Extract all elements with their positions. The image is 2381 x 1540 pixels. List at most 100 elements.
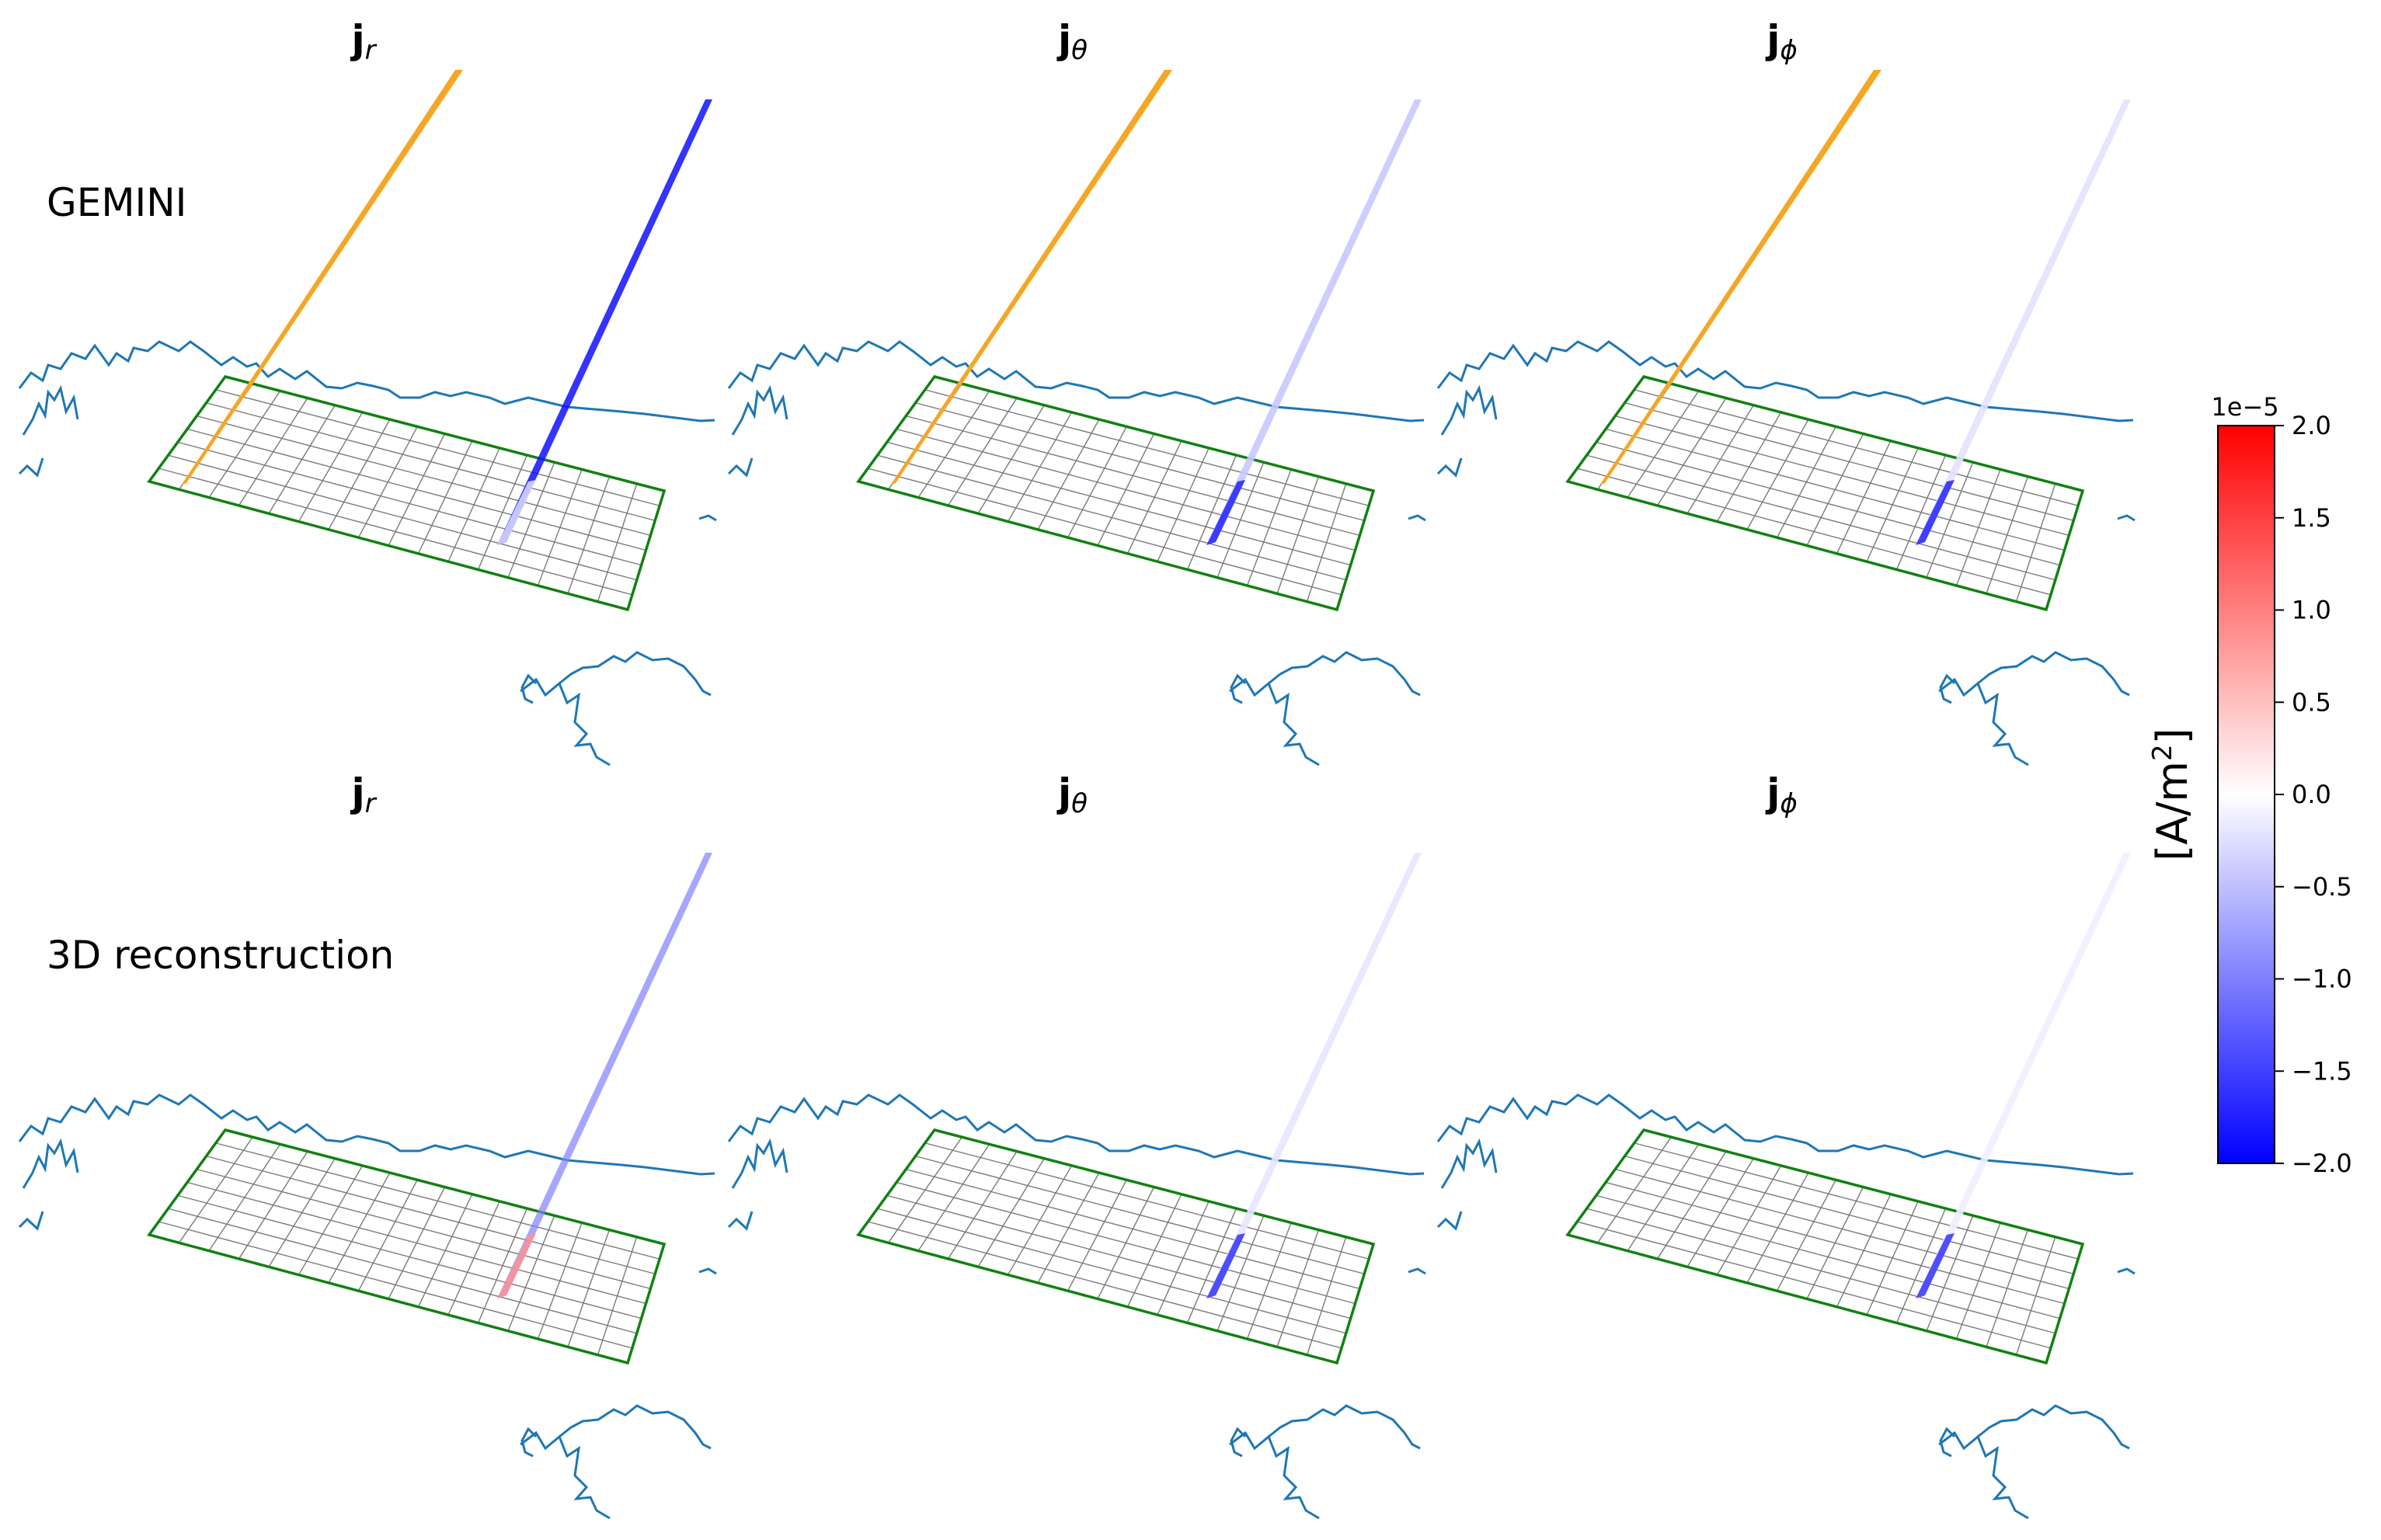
grid-line	[186, 1181, 646, 1305]
grid-line	[1634, 1142, 2079, 1260]
field-line	[890, 70, 1172, 485]
panel-title-jtheta: jθ	[1056, 17, 1088, 66]
coastline	[18, 340, 718, 767]
colorbar-tick-label: 0.0	[2292, 780, 2331, 809]
grid-line	[1605, 1181, 2065, 1305]
title-symbol: j	[1765, 17, 1780, 62]
grid-line	[915, 1156, 1365, 1274]
grid-line	[896, 428, 1356, 551]
current-beam-tail	[1206, 480, 1245, 545]
row-label-3d-reconstruction: 3D reconstruction	[47, 933, 394, 978]
measurement-grid	[147, 375, 667, 612]
grid-line	[1586, 1208, 2056, 1334]
title-subscript: r	[365, 788, 378, 819]
title-symbol: j	[1056, 770, 1071, 815]
grid-outline	[856, 375, 1376, 612]
grid-line	[906, 415, 1360, 537]
current-beam	[497, 99, 712, 545]
current-beam-tail	[1206, 1233, 1245, 1298]
grid-line	[158, 468, 633, 596]
grid-line	[158, 1221, 633, 1349]
grid-line	[1615, 415, 2069, 537]
coastline	[18, 1093, 718, 1520]
panel-gemini-jr: jr	[18, 17, 718, 767]
grid-line	[1596, 441, 2060, 566]
panel-title-jphi: jϕ	[1765, 770, 1798, 819]
grid-line	[1596, 1194, 2060, 1319]
title-symbol: j	[350, 770, 364, 815]
panel-gemini-jphi: jϕ	[1436, 17, 2136, 767]
measurement-grid	[856, 1128, 1376, 1365]
grid-line	[877, 1208, 1346, 1334]
grid-line	[1586, 454, 2056, 581]
grid-line	[1577, 1221, 2052, 1349]
grid-outline	[1565, 375, 2085, 612]
grid-line	[915, 402, 1365, 521]
coastline	[727, 1093, 1427, 1520]
current-beam-tail	[497, 480, 536, 545]
current-beam	[497, 853, 712, 1298]
grid-line	[1624, 402, 2074, 521]
colorbar-exponent: 1e−5	[2211, 392, 2278, 422]
title-subscript: ϕ	[1780, 35, 1797, 66]
grid-line	[886, 1194, 1351, 1319]
grid-line	[924, 1142, 1370, 1260]
grid-line	[186, 428, 646, 551]
current-beam	[1916, 853, 2131, 1298]
colorbar-tick-label: 2.0	[2292, 411, 2331, 440]
colorbar: 1e−5 2.0 1.5 1.0 0.5 0.0 −0.5 −1.0 −1.5 −2.0 [A/…	[2147, 392, 2352, 1178]
colorbar-label-end: ]	[2148, 728, 2197, 744]
grid-line	[197, 1168, 651, 1290]
colorbar-tick-label: −1.5	[2292, 1056, 2352, 1086]
grid-line	[868, 1221, 1342, 1349]
colorbar-tick-label: 0.5	[2292, 687, 2331, 717]
panel-title-jr: jr	[350, 770, 377, 819]
grid-line	[197, 415, 651, 537]
panel-title-jr: jr	[350, 17, 377, 66]
grid-line	[1634, 389, 2079, 506]
field-line	[181, 70, 463, 485]
current-beam-tail	[1916, 1233, 1955, 1298]
grid-line	[215, 389, 660, 506]
current-beam-tail	[1916, 480, 1955, 545]
title-subscript: θ	[1071, 35, 1088, 66]
title-subscript: θ	[1071, 788, 1088, 819]
measurement-grid	[1565, 1128, 2085, 1365]
colorbar-tick-label: −0.5	[2292, 872, 2352, 902]
grid-line	[206, 402, 656, 521]
current-beam	[1206, 99, 1422, 545]
colorbar-ticks: 2.0 1.5 1.0 0.5 0.0 −0.5 −1.0 −1.5 −2.0	[2275, 411, 2352, 1178]
grid-line	[906, 1168, 1360, 1290]
colorbar-tick-label: −1.0	[2292, 965, 2352, 994]
title-subscript: r	[365, 35, 378, 66]
grid-line	[177, 441, 642, 566]
grid-line	[1624, 1156, 2074, 1274]
current-beam	[1916, 99, 2131, 545]
grid-line	[1577, 468, 2052, 596]
grid-line	[868, 468, 1342, 596]
colorbar-label: [A/m2]	[2147, 728, 2197, 861]
grid-line	[168, 454, 637, 581]
panel-3d-reconstruction-jr: jr	[18, 770, 718, 1520]
grid-outline	[147, 1128, 667, 1365]
coastline	[1436, 1093, 2136, 1520]
colorbar-tick-label: 1.5	[2292, 503, 2331, 533]
grid-line	[877, 454, 1346, 581]
panel-title-jphi: jϕ	[1765, 17, 1798, 66]
title-symbol: j	[1765, 770, 1780, 815]
grid-line	[1615, 1168, 2069, 1290]
row-label-gemini: GEMINI	[47, 180, 186, 225]
grid-outline	[856, 1128, 1376, 1365]
field-line	[1600, 70, 1881, 485]
measurement-grid	[147, 1128, 667, 1365]
colorbar-label-main: [A/m	[2148, 761, 2197, 861]
panel-gemini-jtheta: jθ	[727, 17, 1427, 767]
grid-line	[177, 1194, 642, 1319]
grid-outline	[147, 375, 667, 612]
panel-3d-reconstruction-jtheta: jθ	[727, 770, 1427, 1520]
grid-line	[924, 389, 1370, 506]
panel-3d-reconstruction-jphi: jϕ	[1436, 770, 2136, 1520]
coastline	[727, 340, 1427, 767]
